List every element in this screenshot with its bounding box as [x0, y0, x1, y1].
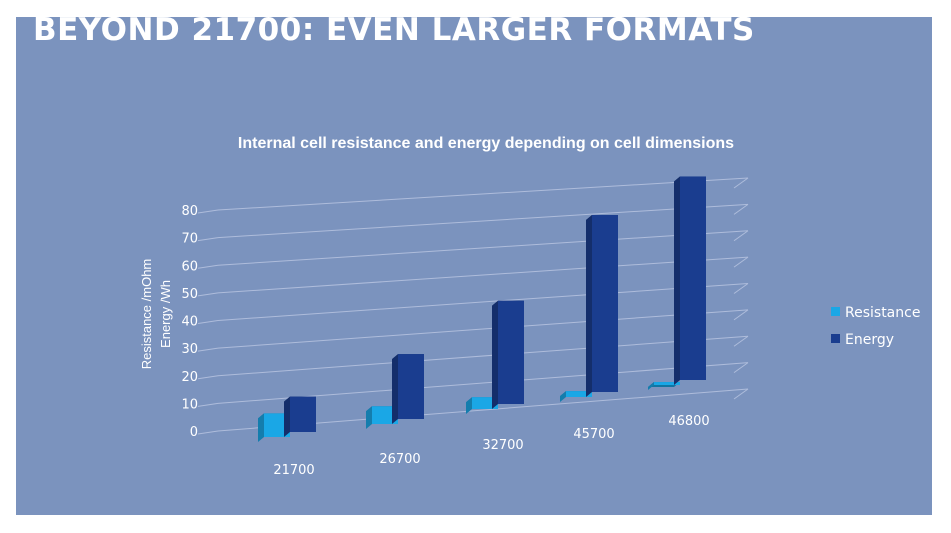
gridline [217, 362, 749, 404]
bar-resistance-45700 [560, 391, 592, 402]
bar-side [586, 215, 592, 397]
gridline-side [197, 264, 219, 269]
gridline-side [197, 209, 219, 214]
gridline-side [733, 283, 749, 294]
gridline-side [733, 256, 749, 268]
bar-energy-45700 [586, 215, 618, 397]
legend-label-energy: Energy [845, 332, 894, 348]
gridline [217, 230, 749, 266]
bar-side [392, 354, 398, 424]
bar-side [492, 300, 498, 409]
bar-resistance-32700 [466, 397, 498, 414]
bar-front [592, 215, 618, 392]
gridline-side [733, 203, 749, 215]
bar-front [398, 354, 424, 419]
gridline-side [733, 230, 749, 242]
bar-side [284, 396, 290, 437]
gridline-side [197, 402, 219, 407]
gridline-side [197, 347, 219, 352]
y-tick-label: 50 [181, 287, 198, 302]
bar-front [372, 406, 398, 424]
bar-side [674, 176, 680, 385]
gridline-side [733, 362, 749, 374]
bar-front [264, 413, 290, 437]
y-tick-labels: 0 10 20 30 40 50 60 70 80 [181, 204, 198, 440]
bar-front [498, 300, 524, 404]
gridline-side [197, 292, 219, 297]
legend-label-resistance: Resistance [845, 305, 920, 321]
gridline-side [197, 320, 219, 324]
gridline [217, 309, 749, 349]
category-label: 46800 [668, 414, 709, 429]
y-tick-label: 0 [190, 425, 198, 440]
gridline-side [197, 430, 219, 435]
bar-side [648, 382, 654, 390]
legend-swatch-resistance [831, 307, 840, 316]
slide-title: BEYOND 21700: EVEN LARGER FORMATS [33, 12, 755, 48]
bar-front [472, 397, 498, 409]
category-label: 26700 [379, 452, 420, 467]
category-label: 21700 [273, 463, 314, 478]
bar-side [258, 413, 264, 442]
bar-energy-32700 [492, 300, 524, 409]
chart-title: Internal cell resistance and energy depe… [238, 135, 734, 152]
bar-front [680, 176, 706, 380]
gridline-side [197, 375, 219, 380]
y-axis-title-line-1: Resistance /mOhm [139, 259, 154, 370]
y-axis-title-line-2: Energy /Wh [158, 280, 173, 348]
slide-background [16, 17, 932, 515]
gridline-side [197, 237, 219, 242]
gridline [217, 283, 749, 321]
bar-resistance-21700 [258, 413, 290, 442]
y-tick-label: 70 [181, 232, 198, 247]
bar-side [366, 406, 372, 429]
gridline-side [733, 177, 749, 189]
gridline [217, 335, 749, 377]
category-label: 45700 [573, 427, 614, 442]
bar-front [566, 391, 592, 397]
bar-front [290, 396, 316, 432]
legend: Resistance Energy [831, 305, 920, 348]
bar-side [560, 391, 566, 402]
gridline [217, 177, 749, 211]
bar-energy-21700 [284, 396, 316, 437]
bar-energy-46800 [674, 176, 706, 385]
gridline-side [733, 309, 749, 321]
bar-front [654, 382, 680, 385]
gridline-side [733, 335, 749, 347]
gridline-side [733, 388, 749, 400]
gridline [217, 256, 749, 294]
y-tick-label: 30 [181, 342, 198, 357]
y-tick-label: 10 [181, 397, 198, 412]
bars [258, 176, 706, 442]
bar-resistance-46800 [648, 382, 680, 390]
bar-energy-26700 [392, 354, 424, 424]
category-label: 32700 [482, 438, 523, 453]
bar-side [466, 397, 472, 414]
category-labels: 21700 26700 32700 45700 46800 [273, 414, 709, 478]
bar-resistance-26700 [366, 406, 398, 429]
y-tick-label: 40 [181, 315, 198, 330]
gridline [217, 203, 749, 239]
y-axis-title: Resistance /mOhm Energy /Wh [139, 259, 173, 370]
y-tick-label: 60 [181, 259, 198, 274]
gridlines [197, 177, 749, 435]
legend-swatch-energy [831, 334, 840, 343]
y-tick-label: 20 [181, 370, 198, 385]
y-tick-label: 80 [181, 204, 198, 219]
